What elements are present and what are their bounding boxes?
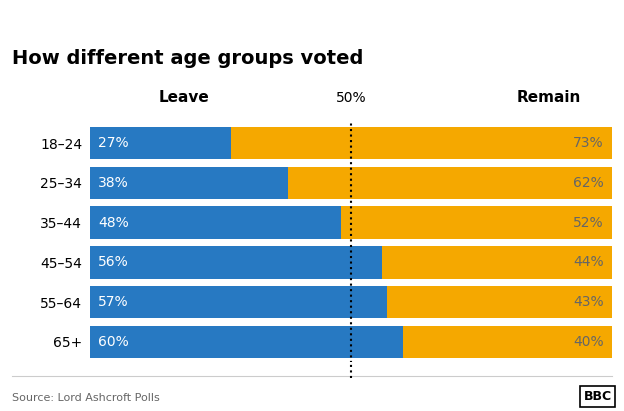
Text: 50%: 50% [336, 91, 366, 105]
Text: 60%: 60% [99, 335, 129, 349]
Text: 52%: 52% [573, 216, 603, 230]
Bar [90, 286, 388, 319]
Text: 43%: 43% [573, 295, 603, 309]
Text: 57%: 57% [99, 295, 129, 309]
Bar [403, 326, 612, 358]
Text: 62%: 62% [573, 176, 603, 190]
Text: Remain: Remain [517, 90, 581, 105]
Text: 73%: 73% [573, 136, 603, 150]
Bar [388, 286, 612, 319]
Bar [341, 206, 612, 239]
Bar [90, 166, 288, 199]
Text: Source: Lord Ashcroft Polls: Source: Lord Ashcroft Polls [12, 393, 160, 403]
Bar [288, 166, 612, 199]
Text: 44%: 44% [573, 255, 603, 269]
Text: 38%: 38% [99, 176, 129, 190]
Bar [90, 206, 341, 239]
Bar [383, 246, 612, 279]
Text: 40%: 40% [573, 335, 603, 349]
Text: BBC: BBC [583, 390, 612, 403]
Text: 48%: 48% [99, 216, 129, 230]
Bar [90, 246, 383, 279]
Text: How different age groups voted: How different age groups voted [12, 49, 364, 68]
Text: Leave: Leave [159, 90, 210, 105]
Bar [90, 127, 231, 159]
Bar [90, 326, 403, 358]
Text: 56%: 56% [99, 255, 129, 269]
Bar [231, 127, 612, 159]
Text: 27%: 27% [99, 136, 129, 150]
